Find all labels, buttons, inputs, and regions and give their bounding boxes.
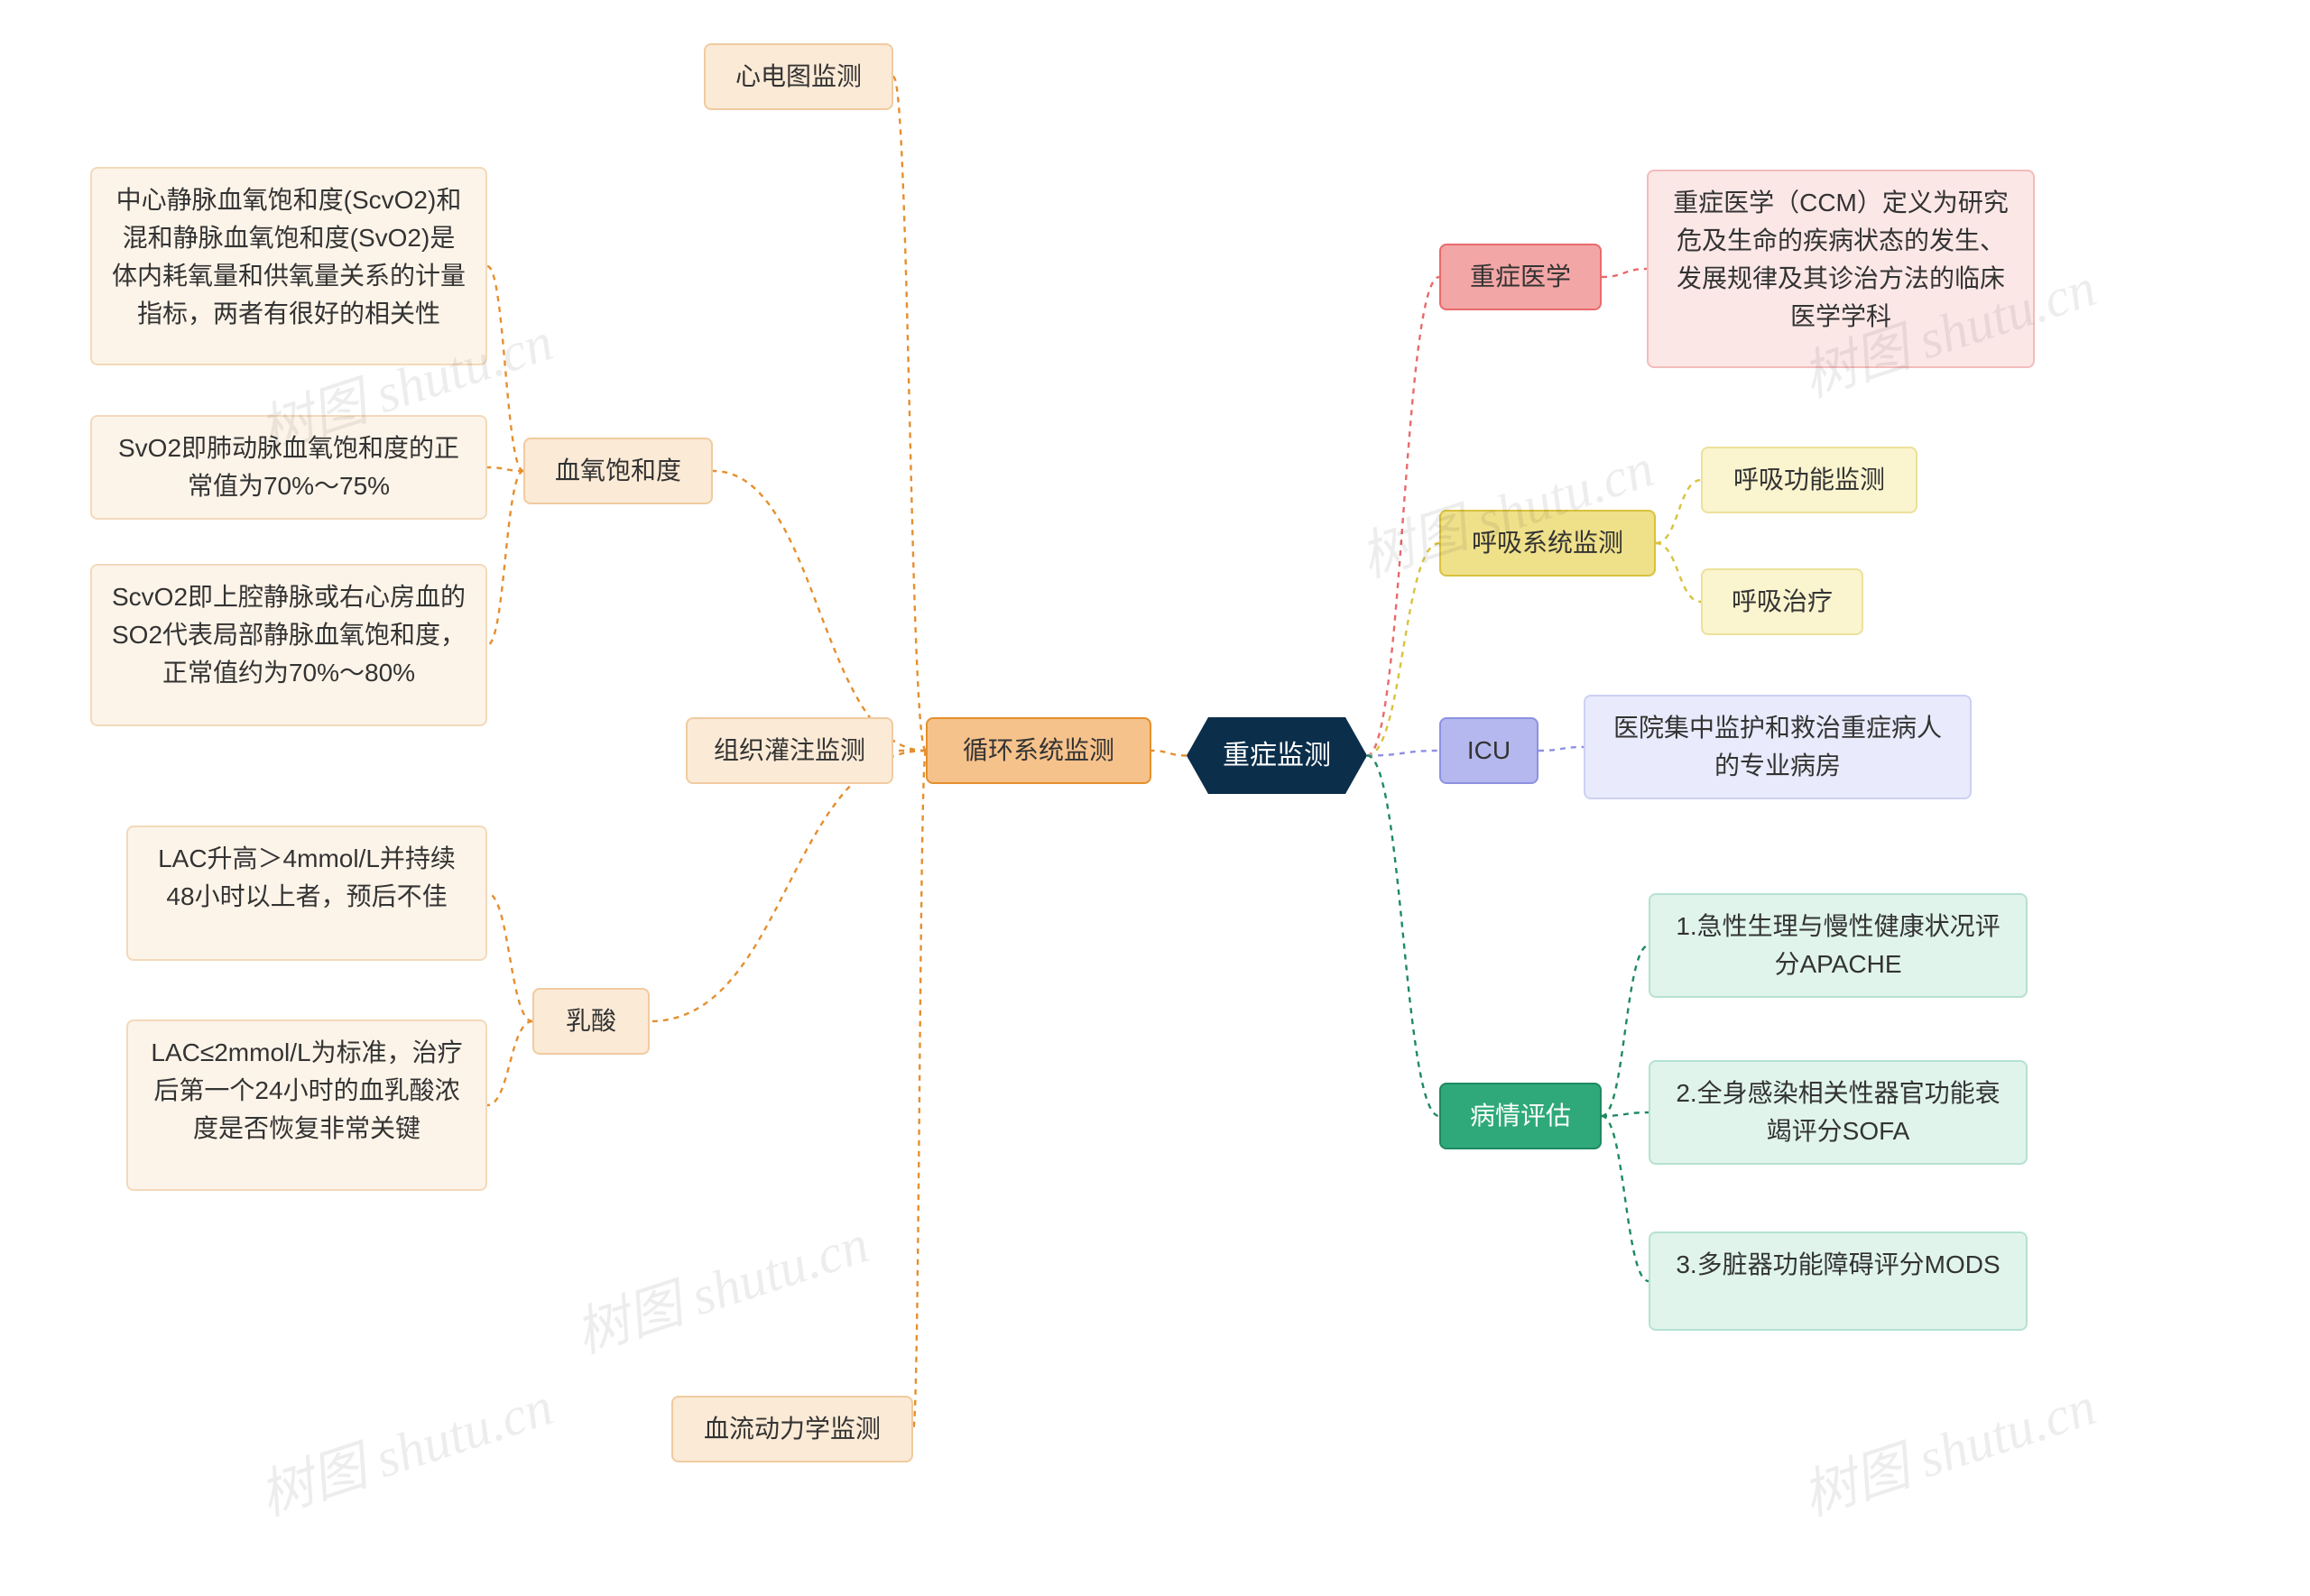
connector bbox=[1538, 747, 1584, 751]
connector bbox=[1656, 543, 1701, 602]
watermark: 树图 shutu.cn bbox=[1791, 1362, 2104, 1531]
connector bbox=[1367, 543, 1439, 756]
node-resp_2: 呼吸治疗 bbox=[1701, 568, 1863, 635]
node-hemo: 血流动力学监测 bbox=[671, 1396, 913, 1462]
connector bbox=[1602, 946, 1649, 1116]
node-eval: 病情评估 bbox=[1439, 1083, 1602, 1149]
connector bbox=[1151, 751, 1187, 756]
connector bbox=[487, 893, 532, 1021]
connector bbox=[487, 1021, 532, 1105]
connector bbox=[487, 266, 523, 471]
connector bbox=[893, 77, 926, 751]
node-label: LAC≤2mmol/L为标准，治疗后第一个24小时的血乳酸浓度是否恢复非常关键 bbox=[151, 1038, 462, 1142]
watermark-text: 树图 shutu.cn bbox=[568, 1213, 876, 1364]
connector bbox=[713, 471, 926, 751]
node-lac_1: LAC升高＞4mmol/L并持续48小时以上者，预后不佳 bbox=[126, 826, 487, 961]
node-eval_3: 3.多脏器功能障碍评分MODS bbox=[1649, 1232, 2028, 1331]
watermark: 树图 shutu.cn bbox=[248, 1362, 561, 1531]
node-label: SvO2即肺动脉血氧饱和度的正常值为70%～75% bbox=[118, 434, 459, 500]
node-label: 3.多脏器功能障碍评分MODS bbox=[1676, 1250, 2000, 1278]
connector bbox=[1602, 1112, 1649, 1116]
connector bbox=[1367, 751, 1439, 756]
node-label: 重症医学（CCM）定义为研究危及生命的疾病状态的发生、发展规律及其诊治方法的临床… bbox=[1673, 189, 2009, 330]
node-label: 血流动力学监测 bbox=[704, 1415, 881, 1443]
node-label: 组织灌注监测 bbox=[714, 736, 865, 764]
connector bbox=[1367, 756, 1439, 1117]
node-label: 病情评估 bbox=[1470, 1102, 1571, 1130]
node-icu_1: 医院集中监护和救治重症病人的专业病房 bbox=[1584, 695, 1972, 799]
node-label: 血氧饱和度 bbox=[555, 457, 681, 484]
node-root: 重症监测 bbox=[1187, 717, 1367, 794]
connector bbox=[487, 471, 523, 645]
node-label: 重症医学 bbox=[1470, 263, 1571, 291]
connector bbox=[913, 751, 926, 1429]
connector bbox=[650, 751, 926, 1021]
node-spo2_1: 中心静脉血氧饱和度(ScvO2)和混和静脉血氧饱和度(SvO2)是体内耗氧量和供… bbox=[90, 167, 487, 365]
node-label: LAC升高＞4mmol/L并持续48小时以上者，预后不佳 bbox=[158, 844, 456, 910]
connector bbox=[1602, 1116, 1649, 1281]
watermark-text: 树图 shutu.cn bbox=[1796, 1376, 2103, 1527]
node-eval_1: 1.急性生理与慢性健康状况评分APACHE bbox=[1649, 893, 2028, 998]
node-perf: 组织灌注监测 bbox=[686, 717, 893, 784]
node-label: 中心静脉血氧饱和度(ScvO2)和混和静脉血氧饱和度(SvO2)是体内耗氧量和供… bbox=[112, 186, 466, 328]
node-label: 心电图监测 bbox=[735, 62, 862, 90]
node-lac_2: LAC≤2mmol/L为标准，治疗后第一个24小时的血乳酸浓度是否恢复非常关键 bbox=[126, 1019, 487, 1191]
connector bbox=[487, 467, 523, 471]
node-eval_2: 2.全身感染相关性器官功能衰竭评分SOFA bbox=[1649, 1060, 2028, 1165]
node-ecg: 心电图监测 bbox=[704, 43, 893, 110]
node-label: 呼吸系统监测 bbox=[1472, 529, 1623, 557]
connector bbox=[1656, 480, 1701, 543]
node-circ: 循环系统监测 bbox=[926, 717, 1151, 784]
mindmap-canvas: 重症监测 循环系统监测 心电图监测血氧饱和度组织灌注监测乳酸血流动力学监测 中心静脉血… bbox=[0, 0, 2310, 1596]
node-resp: 呼吸系统监测 bbox=[1439, 510, 1656, 577]
node-spo2_2: SvO2即肺动脉血氧饱和度的正常值为70%～75% bbox=[90, 415, 487, 520]
node-ccm_1: 重症医学（CCM）定义为研究危及生命的疾病状态的发生、发展规律及其诊治方法的临床… bbox=[1647, 170, 2035, 368]
node-label: 2.全身感染相关性器官功能衰竭评分SOFA bbox=[1676, 1079, 2000, 1145]
watermark: 树图 shutu.cn bbox=[564, 1200, 877, 1369]
node-label: 医院集中监护和救治重症病人的专业病房 bbox=[1613, 714, 1942, 780]
node-spo2: 血氧饱和度 bbox=[523, 438, 713, 504]
node-label: 循环系统监测 bbox=[963, 736, 1114, 764]
node-label: 1.急性生理与慢性健康状况评分APACHE bbox=[1676, 912, 2000, 978]
node-label: 重症监测 bbox=[1223, 741, 1331, 770]
node-label: ScvO2即上腔静脉或右心房血的SO2代表局部静脉血氧饱和度，正常值约为70%～… bbox=[112, 583, 466, 687]
node-label: 乳酸 bbox=[566, 1007, 616, 1035]
node-lac: 乳酸 bbox=[532, 988, 650, 1055]
connector bbox=[1602, 269, 1647, 277]
node-label: 呼吸治疗 bbox=[1732, 587, 1833, 615]
connector bbox=[1367, 277, 1439, 756]
watermark-text: 树图 shutu.cn bbox=[253, 1376, 560, 1527]
node-label: ICU bbox=[1467, 736, 1511, 764]
node-label: 呼吸功能监测 bbox=[1733, 466, 1885, 494]
node-ccm: 重症医学 bbox=[1439, 244, 1602, 310]
node-spo2_3: ScvO2即上腔静脉或右心房血的SO2代表局部静脉血氧饱和度，正常值约为70%～… bbox=[90, 564, 487, 726]
node-icu: ICU bbox=[1439, 717, 1538, 784]
node-resp_1: 呼吸功能监测 bbox=[1701, 447, 1917, 513]
